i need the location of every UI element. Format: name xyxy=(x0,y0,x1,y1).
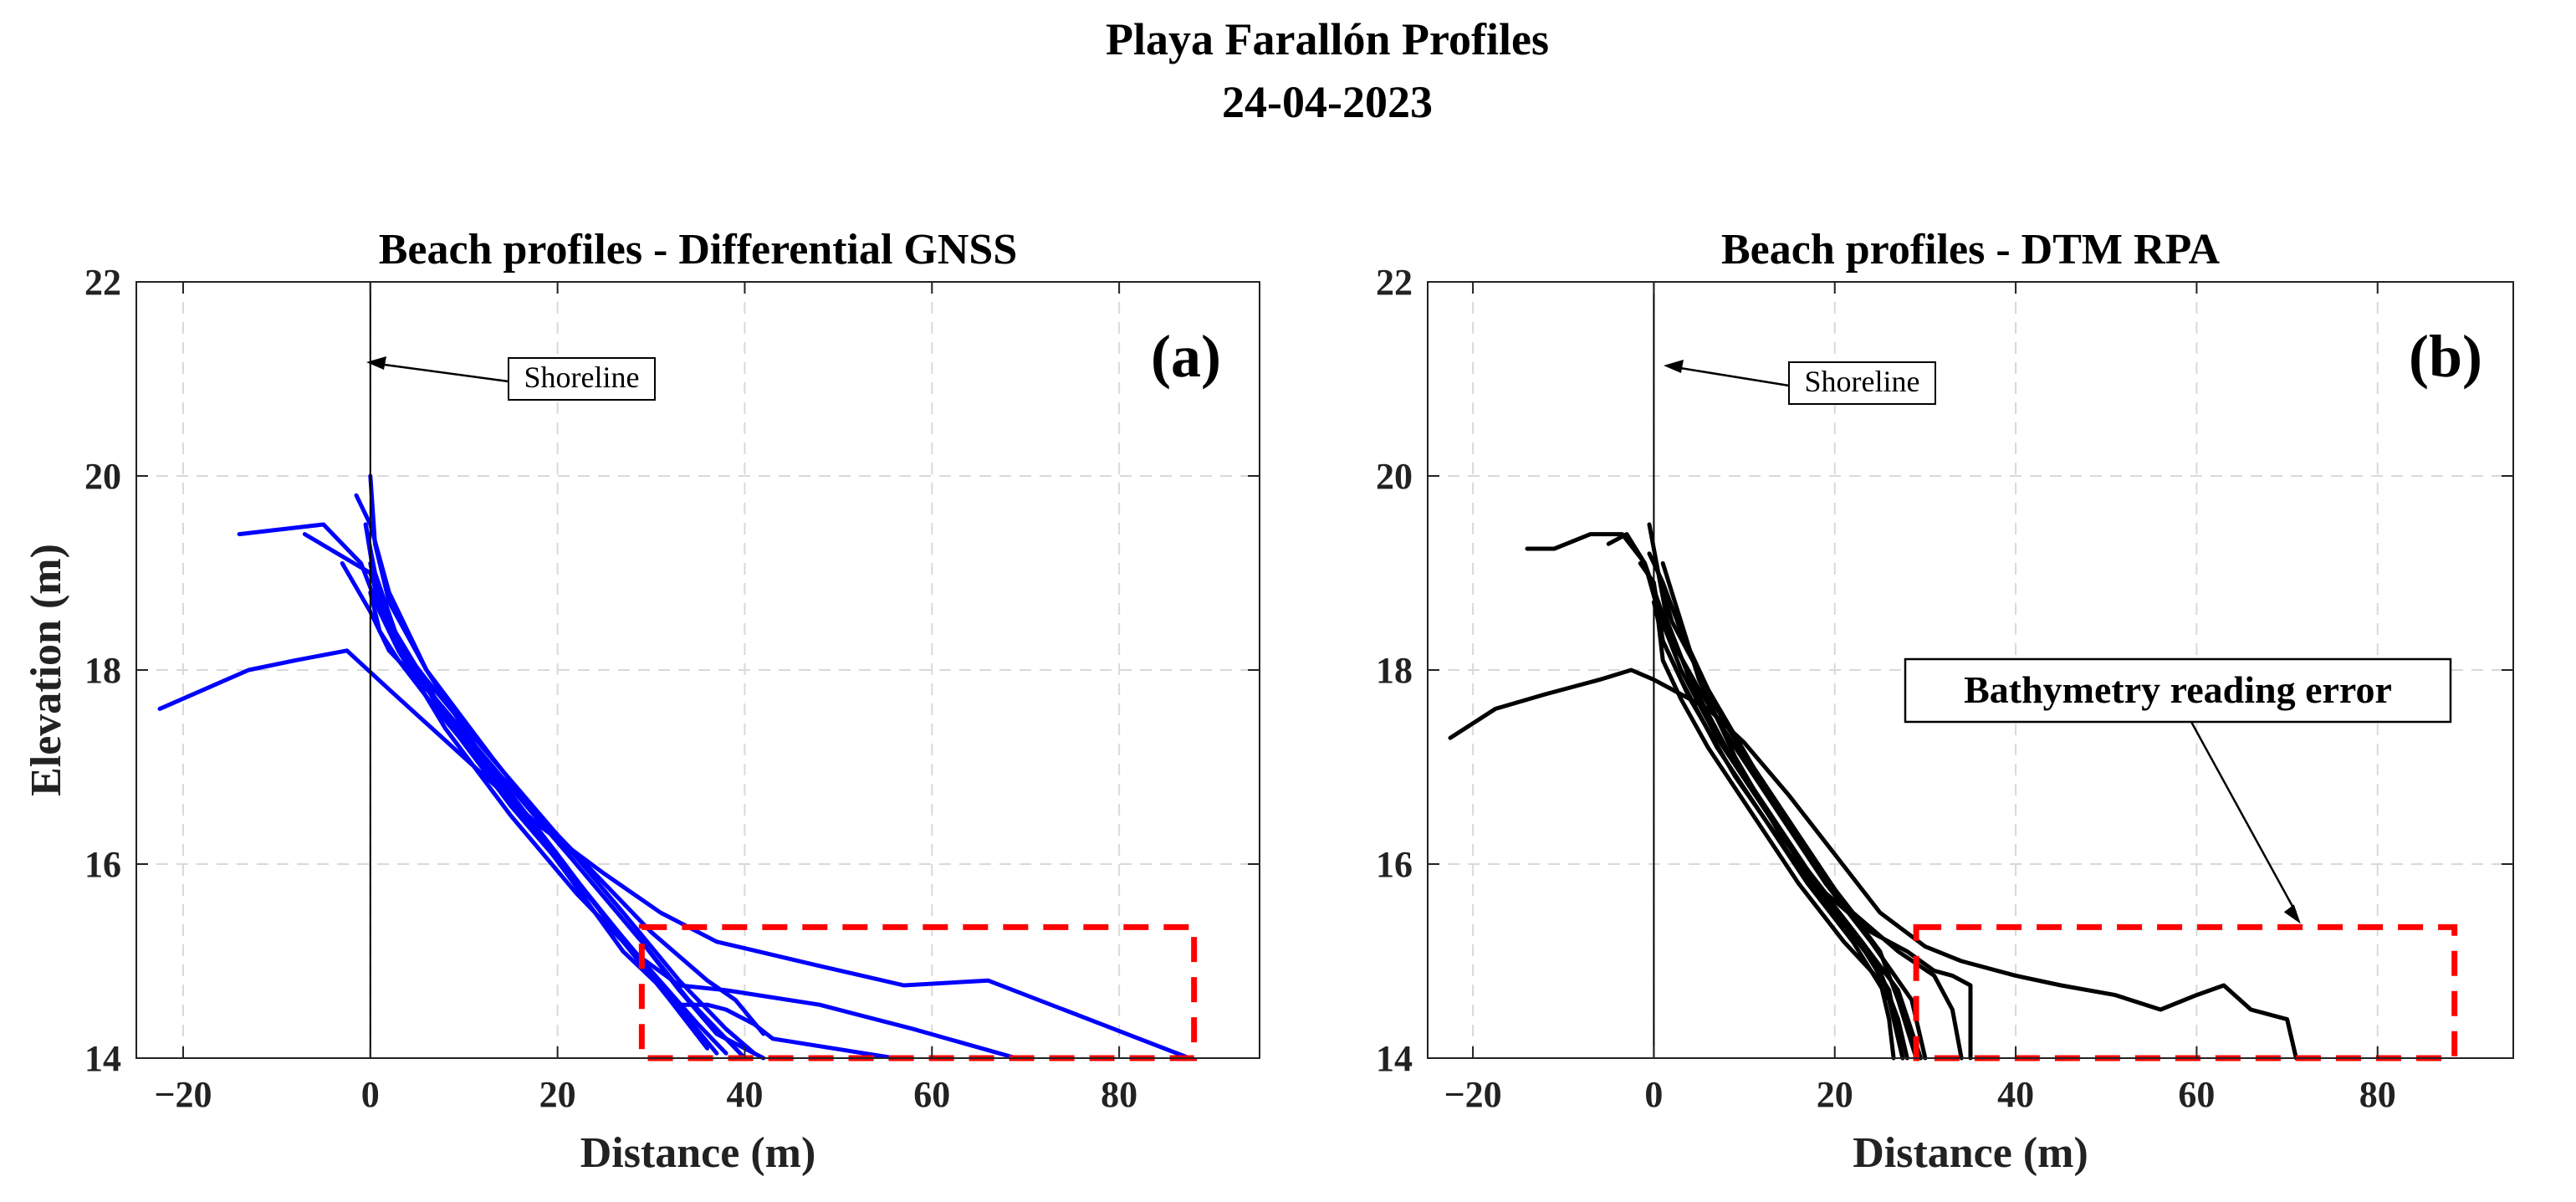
chart-panel-b: −20 0 20 40 60 80 14 16 18 20 22 Beach profiles - D… xyxy=(1376,226,2514,1177)
x-tick-label: 80 xyxy=(1101,1074,1137,1115)
series-line-profile-10 xyxy=(368,590,719,1056)
y-tick-label: 22 xyxy=(84,262,121,303)
x-tick-label: 0 xyxy=(1644,1074,1663,1115)
y-tick-label: 18 xyxy=(1376,650,1413,691)
shoreline-arrow xyxy=(1674,366,1790,387)
panel-label: (a) xyxy=(1151,323,1221,390)
x-axis-label: Distance (m) xyxy=(580,1129,816,1177)
x-tick-label: 0 xyxy=(361,1074,380,1115)
chart-title: Beach profiles - DTM RPA xyxy=(1721,226,2220,274)
x-tick-label: 60 xyxy=(913,1074,950,1115)
figure-title-line2: 24-04-2023 xyxy=(1222,77,1433,127)
y-axis-label: Elevation (m) xyxy=(23,544,70,796)
series-line-profile-10 xyxy=(1647,551,1964,1061)
shoreline-arrowhead xyxy=(1664,360,1684,373)
bathymetry-arrow xyxy=(2190,721,2297,913)
y-tick-label: 16 xyxy=(1376,844,1413,885)
x-tick-label: 60 xyxy=(2178,1074,2215,1115)
x-tick-label: 40 xyxy=(1997,1074,2034,1115)
y-tick-label: 18 xyxy=(84,650,121,691)
series-line-profile-8 xyxy=(1656,619,1896,1061)
shoreline-label-box xyxy=(1788,361,1936,405)
shoreline-arrowhead xyxy=(366,356,386,370)
chart-title: Beach profiles - Differential GNSS xyxy=(379,226,1018,274)
y-tick-label: 20 xyxy=(84,456,121,497)
series-line-profile-1 xyxy=(1448,667,2298,1061)
x-tick-label: 40 xyxy=(726,1074,763,1115)
chart-panel-a: −20 0 20 40 60 80 14 16 18 20 22 Beach profiles - D… xyxy=(23,226,1260,1177)
x-tick-label: −20 xyxy=(154,1074,212,1115)
shoreline-label: Shoreline xyxy=(1805,365,1920,398)
shoreline-label: Shoreline xyxy=(524,361,640,394)
series-line-profile-9 xyxy=(363,522,897,1061)
y-tick-label: 20 xyxy=(1376,456,1413,497)
figure-title-line1: Playa Farallón Profiles xyxy=(1106,14,1549,64)
highlight-box xyxy=(638,923,1198,1061)
y-tick-label: 22 xyxy=(1376,262,1413,303)
x-tick-label: 20 xyxy=(1817,1074,1853,1115)
bathymetry-label: Bathymetry reading error xyxy=(1964,668,2392,711)
y-tick-label: 14 xyxy=(84,1038,121,1079)
x-axis-label: Distance (m) xyxy=(1853,1129,2088,1177)
shoreline-arrow xyxy=(377,362,509,383)
x-tick-label: 80 xyxy=(2359,1074,2396,1115)
panel-label: (b) xyxy=(2409,323,2482,390)
series-line-profile-6 xyxy=(1651,600,1905,1061)
shoreline-label-box xyxy=(508,357,656,401)
y-tick-label: 14 xyxy=(1376,1038,1413,1079)
bathymetry-arrowhead xyxy=(2283,904,2301,924)
y-tick-label: 16 xyxy=(84,844,121,885)
x-tick-label: 20 xyxy=(539,1074,576,1115)
bathymetry-label-box xyxy=(1904,657,2452,724)
x-tick-label: −20 xyxy=(1444,1074,1502,1115)
